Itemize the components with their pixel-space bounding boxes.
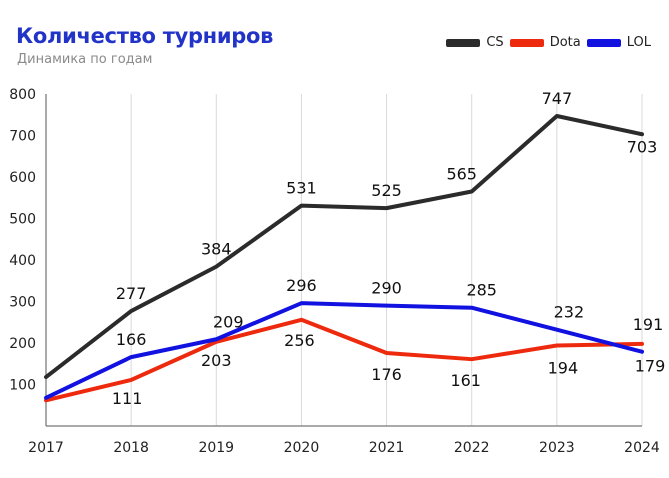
y-tick-label-200: 200 [9, 336, 36, 352]
data-label-cs-2018: 277 [116, 284, 147, 303]
x-tick-label-2021: 2021 [369, 440, 405, 456]
y-tick-label-500: 500 [9, 212, 36, 228]
legend-label-dota: Dota [549, 35, 581, 50]
data-label-dota-2018: 111 [112, 389, 143, 408]
data-label-dota-2020: 256 [284, 331, 315, 350]
legend-swatch-lol [586, 38, 621, 47]
x-tick-label-2019: 2019 [198, 440, 234, 456]
y-tick-label-300: 300 [9, 295, 36, 311]
data-label-cs-2024: 703 [627, 137, 658, 156]
x-tick-label-2018: 2018 [113, 440, 149, 456]
data-label-cs-2022: 565 [446, 165, 477, 184]
legend-swatch-cs [446, 38, 481, 47]
legend-item-dota: Dota [509, 35, 581, 50]
legend-item-cs: CS [446, 35, 504, 50]
data-label-lol-2018: 166 [116, 330, 147, 349]
y-tick-label-800: 800 [9, 87, 36, 103]
legend: CS Dota LOL [440, 35, 651, 50]
legend-swatch-dota [509, 38, 544, 47]
data-label-lol-2019: 209 [213, 312, 244, 331]
data-label-lol-2022: 285 [466, 281, 497, 300]
y-tick-label-700: 700 [9, 129, 36, 145]
data-label-dota-2023: 194 [548, 358, 579, 377]
data-label-dota-2021: 176 [371, 365, 402, 384]
legend-item-lol: LOL [586, 35, 651, 50]
data-label-cs-2023: 747 [542, 89, 573, 108]
data-label-cs-2021: 525 [371, 181, 402, 200]
series-line-dota [44, 317, 644, 403]
chart-subtitle: Динамика по годам [17, 52, 153, 67]
data-label-cs-2020: 531 [286, 179, 317, 198]
legend-label-cs: CS [486, 35, 504, 50]
y-tick-label-600: 600 [9, 170, 36, 186]
data-label-lol-2020: 296 [286, 276, 317, 295]
data-label-lol-2023: 232 [554, 303, 585, 322]
x-tick-label-2024: 2024 [624, 440, 660, 456]
chart-title: Количество турниров [16, 24, 274, 48]
data-label-lol-2021: 290 [371, 279, 402, 298]
data-label-dota-2019: 203 [201, 351, 232, 370]
series-line-lol [44, 301, 644, 400]
data-label-lol-2024: 179 [635, 357, 666, 376]
legend-label-lol: LOL [626, 35, 651, 50]
x-tick-label-2020: 2020 [284, 440, 320, 456]
data-label-dota-2022: 161 [450, 371, 481, 390]
series-line-cs [44, 113, 644, 380]
data-label-cs-2019: 384 [201, 240, 232, 259]
y-tick-label-100: 100 [9, 378, 36, 394]
data-label-dota-extra-0: 191 [633, 315, 664, 334]
x-tick-label-2022: 2022 [454, 440, 490, 456]
x-tick-label-2023: 2023 [539, 440, 575, 456]
y-tick-label-400: 400 [9, 253, 36, 269]
x-tick-label-2017: 2017 [28, 440, 64, 456]
